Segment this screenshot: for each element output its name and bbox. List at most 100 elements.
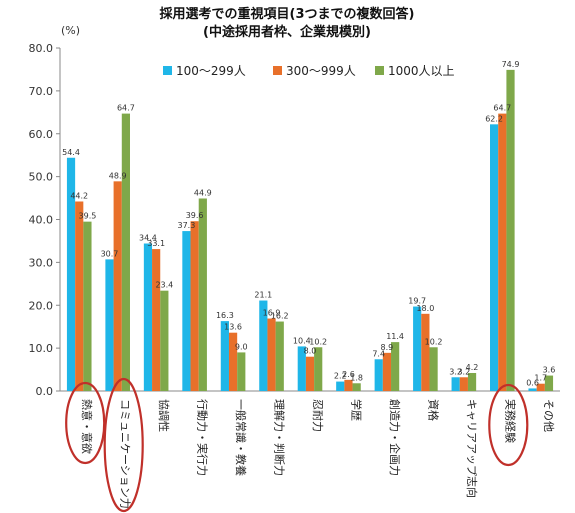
data-label: 37.3	[178, 221, 196, 230]
bar	[314, 347, 323, 391]
category-label: 行動力・実行力	[196, 399, 210, 476]
bar	[305, 356, 315, 391]
data-label: 1.8	[350, 373, 363, 382]
data-label: 10.2	[309, 337, 327, 346]
data-label: 16.3	[216, 311, 234, 320]
data-label: 7.4	[372, 349, 385, 358]
highlight-ellipse	[65, 381, 106, 465]
legend-label: 1000人以上	[388, 64, 455, 78]
data-label: 39.6	[186, 211, 204, 220]
category-label: 実務経験	[503, 399, 517, 443]
data-label: 3.2	[457, 367, 470, 376]
axes: 0.0 10.0 20.0 30.0 40.0 50.0 60.0 70.0 80.0	[29, 42, 560, 398]
data-label: 23.4	[155, 281, 173, 290]
bar	[228, 332, 238, 391]
data-label: 2.2	[334, 372, 347, 381]
highlight-ellipse	[488, 383, 529, 467]
bar	[467, 372, 477, 391]
y-tick-label: 80.0	[29, 42, 54, 55]
data-label: 16.2	[271, 312, 289, 321]
data-label: 8.0	[304, 347, 317, 356]
bar	[297, 346, 306, 391]
y-tick-label: 10.0	[29, 342, 54, 355]
category-label: キャリアアップ志向	[465, 399, 479, 498]
data-label: 4.2	[466, 363, 479, 372]
bar	[374, 359, 383, 391]
data-label: 30.7	[101, 249, 119, 258]
y-axis-unit: (%)	[61, 24, 80, 37]
data-label: 62.2	[485, 114, 503, 123]
category-label: 資格	[426, 399, 440, 421]
y-tick-label: 30.0	[29, 256, 54, 269]
category-label: 学歴	[350, 399, 364, 421]
bars	[66, 69, 554, 392]
highlight-ellipses	[65, 377, 529, 513]
bar	[237, 352, 246, 391]
legend-swatch	[273, 66, 282, 75]
bar	[506, 69, 515, 392]
data-label: 64.7	[493, 104, 511, 113]
bar	[105, 259, 114, 391]
data-label: 74.9	[502, 60, 520, 69]
data-label: 3.2	[449, 367, 462, 376]
y-tick-label: 60.0	[29, 128, 54, 141]
bar	[382, 352, 392, 391]
legend-label: 100〜299人	[176, 64, 246, 78]
data-label: 33.1	[147, 239, 165, 248]
legend: 100〜299人 300〜999人 1000人以上	[163, 64, 455, 78]
data-label: 44.2	[70, 191, 88, 200]
bar	[113, 181, 122, 391]
bar	[198, 198, 207, 391]
bar	[143, 243, 153, 391]
legend-label: 300〜999人	[286, 64, 356, 78]
bar	[267, 318, 276, 391]
bar	[490, 124, 499, 391]
chart-subtitle: (中途採用者枠、企業規模別)	[203, 24, 371, 40]
category-labels: 熱意・意欲 コミュニケーション力 協調性 行動力・実行力 一般常識・教養 理解力・判断力 忍…	[80, 399, 555, 509]
bar	[451, 377, 460, 391]
bar	[66, 157, 76, 391]
data-label: 3.6	[543, 366, 556, 375]
bar	[336, 381, 345, 391]
category-label: 忍耐力	[311, 399, 324, 432]
bar	[544, 375, 554, 391]
bar	[498, 113, 507, 391]
bar	[121, 113, 130, 391]
bar	[344, 379, 353, 391]
data-label: 2.6	[342, 370, 355, 379]
bar	[83, 221, 92, 391]
bar	[160, 290, 169, 391]
data-label: 16.9	[263, 309, 281, 318]
bar	[459, 377, 468, 391]
y-tick-label: 40.0	[29, 214, 54, 227]
data-label: 13.6	[224, 323, 242, 332]
bar	[421, 313, 430, 391]
data-label: 10.2	[425, 337, 443, 346]
bar	[75, 201, 84, 391]
y-tick-label: 0.0	[36, 385, 54, 398]
data-label: 0.6	[526, 378, 539, 387]
legend-swatch	[375, 66, 384, 75]
chart-title: 採用選考での重視項目(3つまでの複数回答)	[160, 6, 415, 22]
bar	[528, 388, 537, 391]
category-label: 協調性	[157, 399, 171, 432]
y-tick-label: 70.0	[29, 85, 54, 98]
data-label: 39.5	[79, 212, 97, 221]
bar	[352, 383, 361, 391]
bar	[275, 321, 284, 391]
bar	[182, 231, 191, 391]
data-label: 21.1	[254, 291, 272, 300]
highlight-ellipse	[103, 377, 144, 513]
legend-swatch	[163, 66, 172, 75]
bar	[259, 300, 268, 391]
data-label: 10.4	[293, 336, 311, 345]
data-label: 19.7	[408, 297, 426, 306]
bar	[391, 342, 400, 391]
bar	[429, 347, 438, 391]
category-label: 熱意・意欲	[80, 399, 94, 454]
data-label: 18.0	[416, 304, 434, 313]
data-label: 44.9	[194, 188, 212, 197]
category-label: その他	[542, 399, 555, 432]
